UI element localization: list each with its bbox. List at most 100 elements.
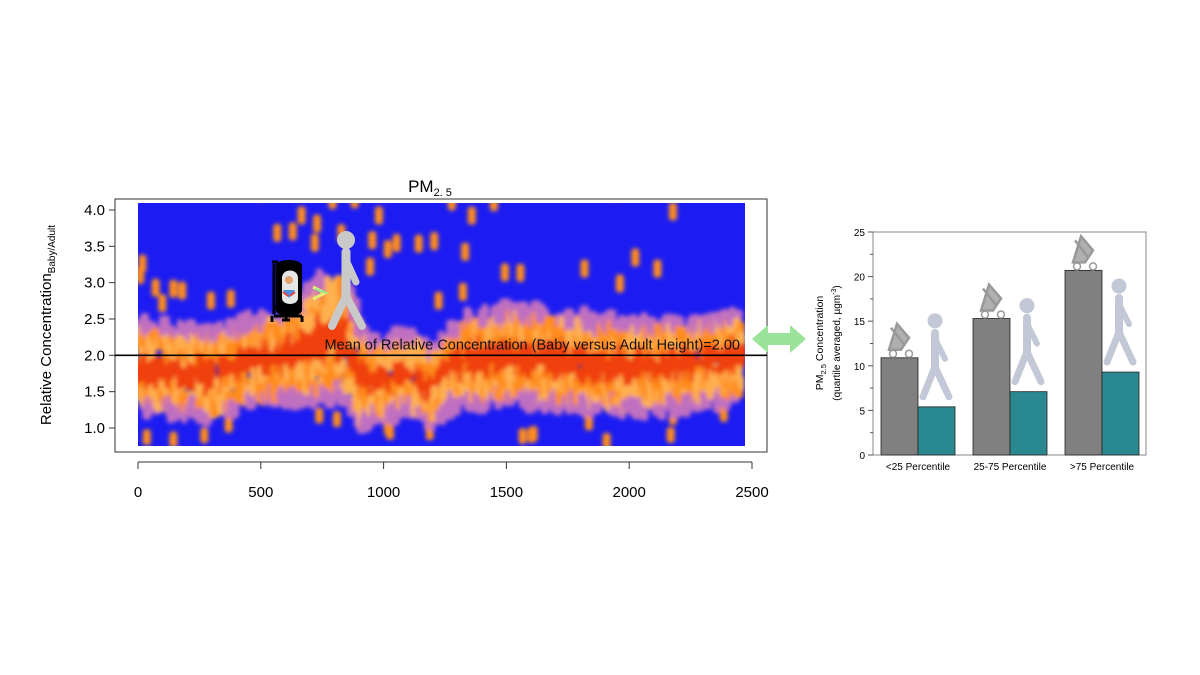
heatmap-title-main: PM — [408, 177, 434, 196]
heatmap-outlier — [414, 234, 423, 253]
heatmap-y-tick-label: 2.0 — [84, 347, 105, 364]
heatmap-cell — [634, 396, 641, 410]
heatmap-outlier — [200, 427, 209, 444]
heatmap-y-tick-label: 1.5 — [84, 384, 105, 401]
bar-y-axis: 0 5 10 15 20 25 — [854, 228, 873, 462]
heatmap-x-axis: 0 500 1000 1500 2000 2500 — [134, 461, 769, 501]
heatmap-outlier — [138, 254, 147, 273]
heatmap-outlier — [671, 174, 679, 192]
bar-y-label-rest: Concentration — [814, 296, 826, 364]
heatmap-outlier — [169, 431, 178, 446]
bar-y-label-line1: PM2.5 Concentration — [814, 296, 828, 391]
heatmap-y-tick-label: 3.0 — [84, 275, 105, 292]
heatmap-outlier — [461, 242, 470, 261]
mean-reference-label: Mean of Relative Concentration (Baby ver… — [325, 337, 741, 353]
heatmap-outlier — [310, 233, 319, 252]
heatmap-outlier — [434, 291, 443, 310]
heatmap-title: PM2. 5 — [408, 177, 452, 199]
heatmap-cell — [738, 375, 745, 389]
bar-y-tick-label: 25 — [854, 228, 866, 239]
adult-pedestrian-icon — [1011, 298, 1045, 386]
heatmap-cell — [511, 348, 521, 359]
heatmap-x-tick-label: 2000 — [613, 484, 646, 501]
heatmap-outlier — [315, 407, 324, 424]
heatmap-outlier — [374, 206, 383, 225]
heatmap-cell — [736, 344, 745, 358]
bar-y-tick-label: 20 — [854, 273, 866, 284]
heatmap-outlier — [516, 263, 525, 282]
adult-pedestrian-icon — [328, 231, 366, 330]
heatmap-cell — [340, 358, 347, 371]
heatmap-cell — [450, 321, 462, 339]
heatmap-y-axis: 1.0 1.5 2.0 2.5 3.0 3.5 4.0 — [84, 202, 115, 437]
heatmap-outlier — [529, 425, 538, 442]
heatmap-cell — [481, 303, 489, 327]
heatmap-chart: PM2. 5 1.0 1.5 2.0 2.5 3.0 3.5 4.0 0 500 1000 150… — [38, 148, 769, 501]
heatmap-cell — [612, 402, 619, 417]
heatmap-outlier — [668, 203, 677, 221]
heatmap-outlier — [530, 166, 538, 184]
bar-y-tick-label: 10 — [854, 362, 866, 373]
heatmap-y-label-subscript: Baby/Adult — [47, 225, 58, 274]
heatmap-y-tick-label: 3.5 — [84, 238, 105, 255]
heatmap-outlier — [158, 294, 167, 313]
heatmap-outlier — [430, 232, 439, 251]
heatmap-outlier — [666, 427, 675, 444]
baby-stroller-icon — [270, 260, 304, 322]
bar-stroller — [972, 318, 1011, 456]
heatmap-outlier — [605, 176, 613, 194]
heatmap-outlier — [169, 279, 178, 298]
heatmap-outlier — [332, 411, 341, 428]
bar-y-label-sup: -3 — [831, 289, 838, 295]
heatmap-outlier — [224, 416, 233, 433]
heatmap-cell — [610, 319, 621, 330]
heatmap-density-layer — [138, 148, 745, 446]
heatmap-outlier — [518, 428, 527, 445]
heatmap-outlier — [618, 181, 626, 199]
heatmap-outlier — [500, 263, 509, 282]
bar-y-label-quartile: (quartile averaged, µgm — [832, 295, 843, 401]
heatmap-outlier — [350, 203, 359, 209]
heatmap-outlier — [142, 429, 151, 446]
heatmap-cell — [456, 395, 465, 406]
heatmap-outlier — [489, 203, 498, 212]
wind-arrow-icon — [312, 285, 329, 301]
heatmap-x-tick-label: 2500 — [735, 484, 768, 501]
bar-category-label: 25-75 Percentile — [974, 462, 1047, 473]
bar-y-label-line2: (quartile averaged, µgm-3) — [831, 285, 843, 400]
heatmap-outlier — [326, 148, 334, 166]
heatmap-outlier — [584, 414, 593, 431]
bar-y-tick-label: 5 — [859, 406, 865, 417]
bar-stroller — [1064, 269, 1103, 456]
bar-y-label-close: ) — [832, 285, 843, 288]
heatmap-outlier — [313, 214, 322, 233]
heatmap-outlier — [297, 206, 306, 225]
heatmap-y-label-main: Relative Concentration — [38, 273, 55, 425]
heatmap-cell — [731, 309, 743, 320]
bar-stroller — [880, 357, 919, 456]
heatmap-outlier — [722, 174, 730, 192]
heatmap-x-tick-label: 500 — [248, 484, 273, 501]
bar-y-label-pm: PM — [814, 374, 826, 390]
heatmap-outlier — [392, 234, 401, 253]
bar-y-label-subscript: 2.5 — [819, 364, 828, 374]
heatmap-cell — [736, 331, 745, 345]
heatmap-outlier — [383, 240, 392, 259]
heatmap-outlier — [226, 289, 235, 308]
heatmap-outlier — [366, 257, 375, 276]
adult-pedestrian-icon — [1103, 278, 1137, 366]
heatmap-cell — [321, 304, 331, 325]
stroller-icon — [1071, 233, 1098, 271]
heatmap-outlier — [719, 405, 728, 422]
heatmap-outlier — [611, 183, 619, 201]
heatmap-cell — [528, 343, 535, 364]
heatmap-y-tick-label: 1.0 — [84, 420, 105, 437]
heatmap-outlier — [288, 222, 297, 241]
heatmap-outlier — [300, 155, 308, 173]
heatmap-outlier — [458, 282, 467, 301]
heatmap-outlier — [273, 223, 282, 242]
heatmap-outlier — [543, 170, 551, 188]
heatmap-cell — [465, 310, 474, 323]
bar-adult — [1101, 371, 1140, 456]
heatmap-cell — [372, 332, 381, 349]
